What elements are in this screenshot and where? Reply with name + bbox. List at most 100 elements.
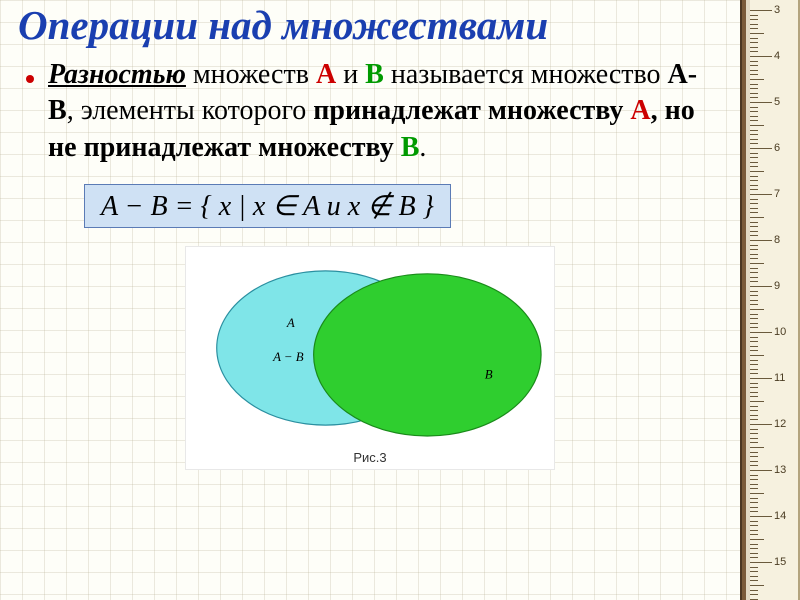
venn-diagram: A A − B B [192,253,548,443]
ruler-tick [750,258,758,259]
ruler-tick [750,212,758,213]
ruler-number: 9 [774,280,780,292]
ruler-tick [750,580,758,581]
ruler-tick [750,507,758,508]
ruler-tick [750,341,758,342]
ruler-number: 13 [774,464,786,476]
ruler-tick [750,245,758,246]
ruler-tick [750,148,772,149]
ruler-tick [750,42,758,43]
set-a-ref: А [316,59,336,90]
ruler-tick [750,24,758,25]
ruler-tick [750,88,758,89]
ruler-tick [750,470,772,471]
ruler-tick [750,61,758,62]
ruler-tick [750,364,758,365]
ruler-tick [750,332,772,333]
ruler-tick [750,226,758,227]
ruler-tick [750,263,764,264]
ruler-number: 11 [774,372,785,384]
ruler-tick [750,516,772,517]
venn-diagram-container: A A − B B Рис.3 [185,246,555,470]
ruler-tick [750,33,764,34]
ruler-tick [750,323,758,324]
ruler-tick [750,424,772,425]
ruler-tick [750,304,758,305]
ruler-number: 7 [774,188,780,200]
ruler-tick [750,571,758,572]
ruler-tick [750,240,772,241]
ruler-tick [750,479,758,480]
ruler-tick [750,442,758,443]
ruler-tick [750,373,758,374]
ruler-tick [750,548,758,549]
diagram-caption: Рис.3 [192,450,548,465]
ruler-tick [750,585,764,586]
ruler-tick [750,401,764,402]
ruler-tick [750,176,758,177]
ruler-tick [750,557,758,558]
ruler-tick [750,93,758,94]
ellipse-b [314,274,541,436]
ruler-tick [750,249,758,250]
ruler-tick [750,235,758,236]
ruler-tick [750,157,758,158]
ruler-tick [750,314,758,315]
ruler-tick [750,452,758,453]
ruler-tick [750,134,758,135]
definition-text: Разностью множеств А и В называется множ… [48,57,722,166]
ruler-tick [750,511,758,512]
ruler-tick [750,222,758,223]
ruler-tick [750,475,758,476]
ruler-tick [750,590,758,591]
ruler-tick [750,433,758,434]
ruler-number: 5 [774,96,780,108]
ruler-tick [750,410,758,411]
ruler-number: 14 [774,510,786,522]
ruler-tick [750,567,758,568]
ruler-tick [750,465,758,466]
ruler-tick [750,594,758,595]
ruler-tick [750,300,758,301]
ruler-tick [750,318,758,319]
ruler-tick [750,419,758,420]
ruler-tick [750,562,772,563]
set-b-ref: В [365,59,384,90]
ruler-tick [750,38,758,39]
ruler-tick [750,56,772,57]
ruler-tick [750,84,758,85]
ruler-tick [750,502,758,503]
ruler-tick [750,295,758,296]
ruler-tick [750,19,758,20]
ruler-tick [750,272,758,273]
ruler-tick [750,539,764,540]
ruler-tick [750,139,758,140]
ruler-tick [750,194,772,195]
formula-box: A − B = { x | x ∈ A и x ∉ B } [84,184,451,228]
ruler-tick [750,286,772,287]
ruler-tick [750,208,758,209]
ruler-tick [750,493,764,494]
ruler-tick [750,544,758,545]
ruler-tick [750,447,764,448]
ruler-tick [750,254,758,255]
ruler-tick [750,360,758,361]
definition-block: Разностью множеств А и В называется множ… [18,57,722,166]
ruler-tick [750,171,764,172]
ruler-tick [750,28,758,29]
ruler-tick [750,525,758,526]
ruler-tick [750,166,758,167]
ruler-tick [750,111,758,112]
ruler-number: 10 [774,326,786,338]
ruler-tick [750,346,758,347]
ruler-tick [750,488,758,489]
ruler-tick [750,461,758,462]
ruler-tick [750,530,758,531]
ruler-tick [750,534,758,535]
ruler-number: 15 [774,556,786,568]
ruler-number: 12 [774,418,786,430]
ruler-tick [750,74,758,75]
ruler-tick [750,291,758,292]
ruler-ticks: 3456789101112131415 [750,0,798,600]
ruler-tick [750,125,764,126]
